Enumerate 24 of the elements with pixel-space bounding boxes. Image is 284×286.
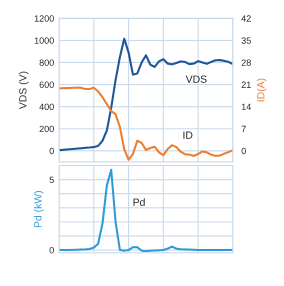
series-label: Pd <box>134 198 145 206</box>
y-tick-label: 200 <box>40 126 54 132</box>
y2-tick-label: 42 <box>241 15 251 22</box>
y-tick-label: 1200 <box>34 15 54 22</box>
y-tick-label: 600 <box>40 82 54 88</box>
line-series <box>59 168 233 252</box>
y2-tick-label: 7 <box>242 126 246 132</box>
y2-tick-label: 28 <box>242 59 251 66</box>
y-tick-label: 5 <box>50 176 54 184</box>
line-series <box>59 38 233 152</box>
y2-axis-title: ID(A) <box>256 78 267 102</box>
y2-tick-label: 35 <box>242 37 251 44</box>
y-tick-label: 800 <box>40 59 54 66</box>
y2-tick-label: 0 <box>242 148 246 154</box>
y-axis-title: VDS (V) <box>18 72 29 110</box>
series-label: VDS <box>186 75 207 83</box>
y-axis-title: Pd (kW) <box>34 191 44 228</box>
y2-tick-label: 14 <box>242 104 251 110</box>
y2-tick-label: 21 <box>242 82 251 88</box>
y-tick-label: 0 <box>50 148 54 154</box>
series-label: ID <box>183 132 192 139</box>
y-tick-label: 400 <box>39 104 54 110</box>
y-tick-label: 0 <box>50 246 54 254</box>
y-tick-label: 1000 <box>34 37 54 44</box>
